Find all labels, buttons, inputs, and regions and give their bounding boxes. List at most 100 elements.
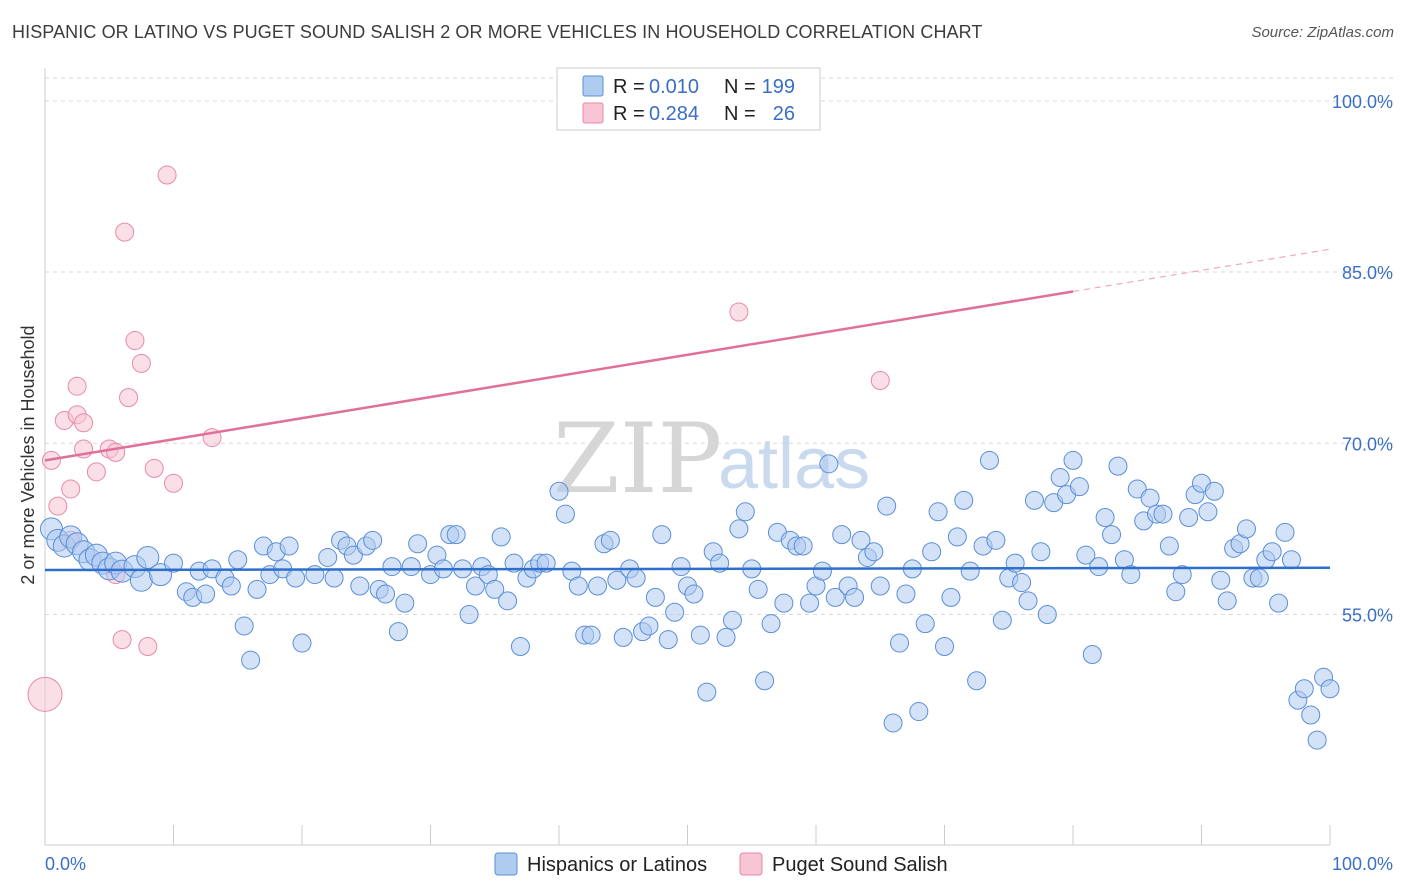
point-hispanics xyxy=(671,557,691,577)
point-hispanics xyxy=(735,502,755,522)
point-hispanics xyxy=(1102,525,1122,545)
point-hispanics xyxy=(922,542,942,562)
point-hispanics xyxy=(228,550,248,570)
point-hispanics xyxy=(960,561,980,581)
legend-r-label: R = xyxy=(613,76,645,98)
legend-r-value: 0.284 xyxy=(649,103,699,125)
point-hispanics xyxy=(555,504,575,524)
point-hispanics xyxy=(851,530,871,550)
point-hispanics xyxy=(363,530,383,550)
x-tick-label: 100.0% xyxy=(1332,854,1393,874)
point-hispanics xyxy=(947,527,967,547)
point-hispanics xyxy=(845,587,865,607)
point-puget-sound-salish xyxy=(67,376,87,396)
legend-swatch-pink xyxy=(582,102,604,124)
legend-n-value: 199 xyxy=(762,76,795,98)
point-hispanics xyxy=(870,576,890,596)
point-hispanics xyxy=(1018,591,1038,611)
legend-n-label: N = xyxy=(724,76,756,98)
point-puget-sound-salish xyxy=(870,371,890,391)
point-puget-sound-salish xyxy=(164,473,183,493)
point-hispanics xyxy=(1082,644,1102,664)
point-hispanics xyxy=(979,450,999,470)
y-axis-label: 2 or more Vehicles in Household xyxy=(18,325,38,584)
point-hispanics xyxy=(1031,542,1051,562)
point-hispanics xyxy=(1307,730,1327,750)
point-hispanics xyxy=(1179,507,1199,527)
legend-swatch-hispanics xyxy=(494,852,518,876)
point-hispanics xyxy=(800,593,820,613)
point-hispanics xyxy=(1159,536,1179,556)
point-hispanics xyxy=(1217,591,1237,611)
point-hispanics xyxy=(1249,568,1269,588)
legend-n-label: N = xyxy=(724,103,756,125)
point-hispanics xyxy=(343,545,363,565)
point-hispanics xyxy=(716,627,736,647)
point-hispanics xyxy=(318,547,338,567)
point-puget-sound-salish xyxy=(119,388,139,408)
point-hispanics xyxy=(1262,542,1282,562)
point-hispanics xyxy=(388,622,408,642)
point-hispanics xyxy=(1236,519,1256,539)
point-hispanics xyxy=(877,496,897,516)
point-hispanics xyxy=(915,614,935,634)
point-hispanics xyxy=(588,576,608,596)
point-puget-sound-salish xyxy=(106,442,126,462)
source-label: Source: ZipAtlas.com xyxy=(1251,24,1394,41)
y-tick-labels: 55.0% 70.0% 85.0% 100.0% xyxy=(1332,92,1393,626)
point-hispanics xyxy=(941,587,961,607)
point-hispanics xyxy=(697,682,717,702)
point-hispanics xyxy=(722,610,742,630)
point-hispanics xyxy=(1069,477,1089,497)
point-hispanics xyxy=(967,671,987,691)
point-hispanics xyxy=(1294,679,1314,699)
point-hispanics xyxy=(401,557,421,577)
point-hispanics xyxy=(774,593,794,613)
point-hispanics xyxy=(793,536,813,556)
point-hispanics xyxy=(1269,593,1289,613)
point-hispanics xyxy=(164,553,183,573)
point-hispanics xyxy=(1108,456,1128,476)
point-hispanics xyxy=(684,584,704,604)
point-hispanics xyxy=(864,542,884,562)
point-hispanics xyxy=(221,576,241,596)
legend-r-value: 0.010 xyxy=(649,76,699,98)
point-hispanics xyxy=(1172,565,1192,585)
point-hispanics xyxy=(652,525,672,545)
stats-legend: R = 0.010 N = 199 R = 0.284 N = 26 xyxy=(556,67,821,131)
point-puget-sound-salish xyxy=(86,462,106,482)
point-hispanics xyxy=(581,625,601,645)
point-hispanics xyxy=(639,616,659,636)
point-hispanics xyxy=(376,584,396,604)
point-hispanics xyxy=(729,519,749,539)
point-puget-sound-salish xyxy=(729,302,749,322)
point-hispanics xyxy=(324,568,344,588)
point-hispanics xyxy=(498,591,518,611)
y-tick-label: 100.0% xyxy=(1332,92,1393,112)
point-puget-sound-salish xyxy=(144,458,164,478)
point-hispanics xyxy=(896,584,916,604)
point-hispanics xyxy=(1211,570,1231,590)
point-hispanics xyxy=(1095,507,1115,527)
chart-title: HISPANIC OR LATINO VS PUGET SOUND SALISH… xyxy=(12,22,983,42)
point-hispanics xyxy=(459,605,479,625)
point-hispanics xyxy=(928,502,948,522)
point-puget-sound-salish xyxy=(61,479,81,499)
point-hispanics xyxy=(136,545,160,569)
point-hispanics xyxy=(465,576,485,596)
point-hispanics xyxy=(761,614,781,634)
point-hispanics xyxy=(1089,557,1109,577)
trend-lines xyxy=(44,248,1331,572)
point-hispanics xyxy=(1204,481,1224,501)
point-hispanics xyxy=(607,570,627,590)
point-hispanics xyxy=(992,610,1012,630)
point-hispanics xyxy=(1024,490,1044,510)
point-hispanics xyxy=(909,702,929,722)
point-hispanics xyxy=(485,579,505,599)
point-hispanics xyxy=(626,568,646,588)
watermark-atlas: atlas xyxy=(718,424,870,504)
point-hispanics xyxy=(890,633,910,653)
point-hispanics xyxy=(1166,582,1186,602)
point-hispanics xyxy=(395,593,415,613)
